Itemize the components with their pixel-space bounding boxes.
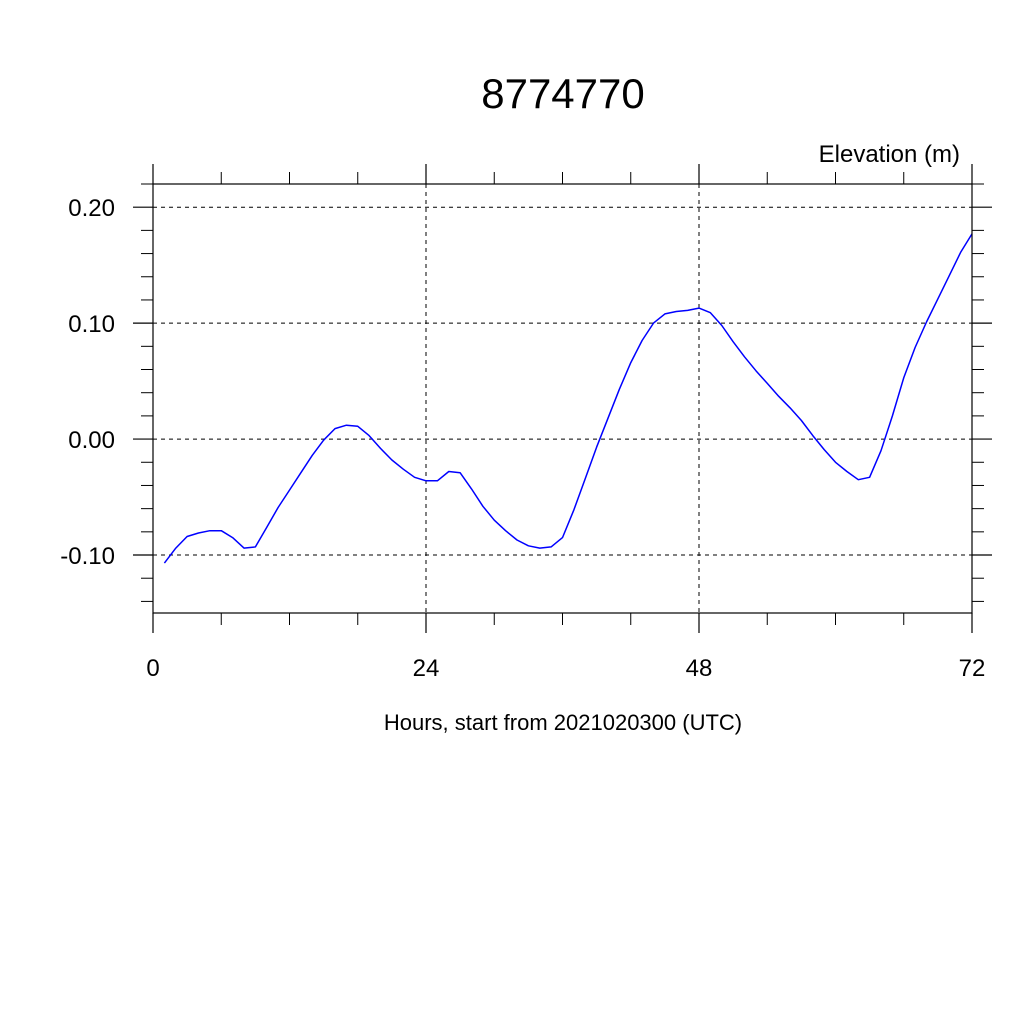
plot-frame — [152, 183, 973, 614]
series-line — [163, 233, 973, 564]
y-tick-label: 0.20 — [68, 195, 115, 222]
x-tick-label: 72 — [959, 655, 986, 682]
x-tick-label: 24 — [413, 655, 440, 682]
y-tick-label: 0.10 — [68, 311, 115, 338]
chart-title: 8774770 — [481, 70, 645, 117]
x-tick-label: 0 — [146, 655, 159, 682]
y-tick-label: 0.00 — [68, 427, 115, 454]
x-axis-label: Hours, start from 2021020300 (UTC) — [384, 710, 742, 735]
y-tick-label: -0.10 — [60, 543, 115, 570]
x-tick-label: 48 — [686, 655, 713, 682]
y-axis-label: Elevation (m) — [819, 141, 960, 168]
